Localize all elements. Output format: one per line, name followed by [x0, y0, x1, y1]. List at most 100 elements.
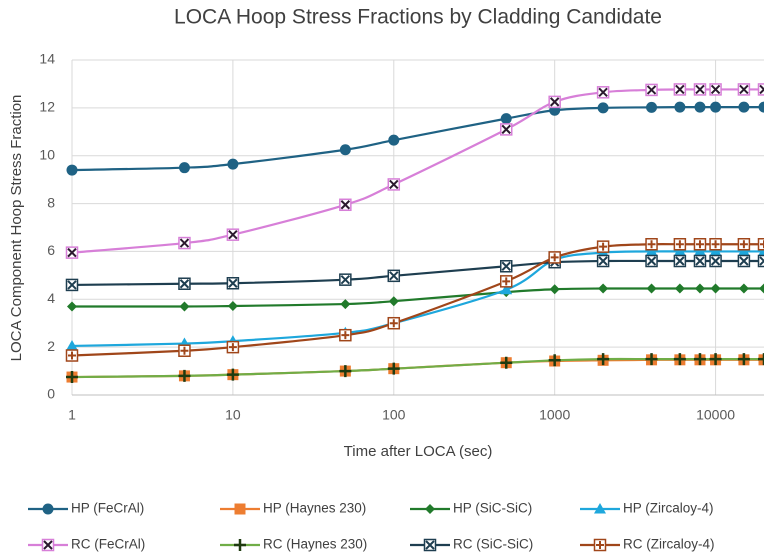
marker-shape	[760, 240, 764, 249]
marker-shape	[341, 331, 350, 340]
marker-shape	[228, 278, 238, 288]
marker-shape	[759, 84, 764, 95]
marker-shape	[227, 300, 238, 311]
marker	[423, 538, 437, 552]
x-axis-title: Time after LOCA (sec)	[344, 443, 493, 460]
x-tick-label: 100	[382, 407, 406, 423]
marker-shape	[387, 362, 400, 375]
legend-item: RC (Zircaloy-4)	[580, 537, 715, 552]
marker	[178, 369, 191, 382]
marker-shape	[66, 164, 78, 176]
marker-shape	[42, 503, 54, 515]
marker-shape	[709, 245, 722, 256]
marker	[387, 316, 401, 330]
marker	[500, 283, 513, 295]
marker	[593, 538, 607, 552]
marker-shape	[66, 371, 78, 384]
marker-shape	[339, 365, 352, 378]
marker-shape	[647, 240, 656, 249]
marker	[500, 113, 512, 125]
marker	[178, 277, 191, 290]
marker	[387, 178, 401, 191]
marker	[41, 538, 55, 552]
marker	[596, 254, 610, 268]
marker	[387, 362, 400, 375]
marker-shape	[226, 368, 239, 381]
marker-shape	[228, 229, 238, 240]
marker	[66, 164, 78, 176]
marker	[499, 275, 513, 288]
marker	[234, 539, 246, 551]
y-tick-label: 10	[39, 146, 55, 162]
marker	[549, 284, 560, 295]
marker-shape	[340, 200, 351, 210]
marker-shape	[234, 539, 246, 551]
marker	[227, 300, 238, 311]
marker-shape	[500, 113, 512, 125]
y-tick-label: 4	[47, 290, 55, 306]
marker-shape	[709, 353, 722, 366]
marker	[226, 228, 240, 241]
marker	[673, 83, 687, 96]
legend-item: RC (SiC-SiC)	[410, 537, 533, 552]
marker	[596, 240, 610, 253]
marker	[226, 340, 240, 354]
marker	[710, 101, 722, 113]
marker	[737, 238, 751, 251]
marker-shape	[710, 84, 721, 95]
series-line	[71, 259, 764, 287]
marker-shape	[711, 240, 720, 249]
marker	[42, 503, 54, 515]
marker	[178, 344, 191, 357]
marker	[693, 245, 706, 256]
y-tick-label: 0	[47, 386, 55, 402]
marker	[339, 328, 352, 342]
marker	[709, 353, 722, 366]
marker-shape	[179, 301, 190, 312]
marker-shape	[675, 256, 685, 266]
marker-shape	[389, 179, 399, 190]
marker-shape	[388, 296, 399, 307]
marker-shape	[598, 283, 609, 294]
marker	[66, 371, 78, 384]
marker	[340, 299, 351, 310]
marker-shape	[389, 319, 398, 328]
marker-shape	[340, 274, 351, 285]
marker-shape	[739, 256, 749, 266]
chart-title: LOCA Hoop Stress Fractions by Cladding C…	[174, 6, 662, 29]
legend-label: HP (FeCrAl)	[71, 501, 144, 516]
marker-shape	[234, 503, 246, 515]
marker	[673, 254, 687, 268]
marker-shape	[597, 353, 610, 366]
marker-shape	[67, 280, 77, 290]
marker	[387, 269, 401, 283]
y-tick-label: 14	[39, 51, 55, 67]
marker	[597, 102, 609, 114]
marker	[65, 246, 79, 259]
marker-shape	[550, 253, 559, 262]
marker	[645, 254, 658, 268]
marker	[65, 278, 79, 292]
marker	[709, 254, 722, 268]
marker	[178, 162, 190, 174]
marker	[339, 365, 352, 378]
series-line	[71, 357, 764, 379]
legend-item: RC (Haynes 230)	[220, 537, 367, 552]
marker	[738, 101, 750, 113]
legend-label: HP (Zircaloy-4)	[623, 501, 714, 516]
marker	[674, 283, 685, 294]
marker	[646, 283, 657, 294]
marker-shape	[549, 284, 560, 295]
marker-shape	[757, 254, 764, 268]
marker-shape	[695, 240, 704, 249]
marker	[499, 123, 513, 136]
marker-shape	[178, 369, 191, 382]
marker-shape	[694, 283, 705, 294]
marker	[710, 283, 721, 294]
marker-shape	[645, 245, 658, 256]
marker	[757, 83, 764, 96]
marker	[548, 95, 561, 109]
marker-shape	[710, 101, 722, 113]
marker	[597, 353, 610, 366]
